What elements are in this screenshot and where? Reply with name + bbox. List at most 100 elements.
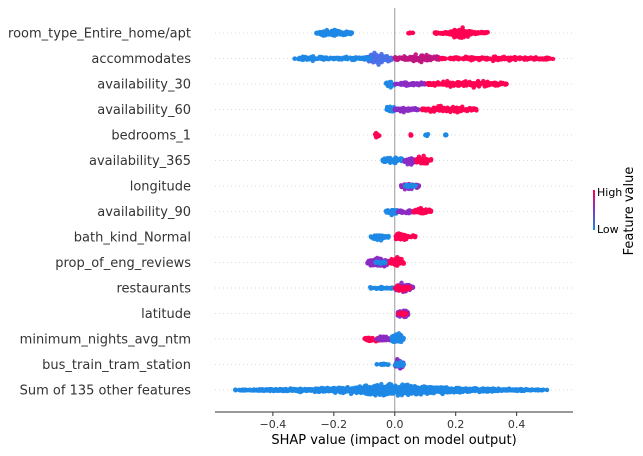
shap-point [471,107,477,112]
shap-point [426,390,431,395]
shap-point [384,107,389,112]
shap-point [455,56,460,62]
colorbar-low-label: Low [597,223,619,236]
shap-point [501,388,507,393]
shap-point [385,362,390,367]
shap-point [440,82,446,87]
shap-point [446,106,452,112]
shap-point [388,83,394,89]
shap-point [331,386,337,391]
shap-point [541,57,546,62]
shap-point [547,56,552,61]
shap-point [432,82,437,87]
shap-point [396,157,401,162]
shap-point [440,391,445,397]
shap-point [391,260,396,266]
shap-point [391,335,396,341]
shap-point [318,30,323,36]
colorbar-high-label: High [597,186,622,199]
x-tick-label: 0.2 [447,418,465,431]
shap-point [363,337,369,342]
shap-point [471,83,477,89]
shap-point [392,55,397,61]
x-tick-label: 0.4 [508,418,526,431]
shap-point [390,389,396,395]
shap-point [377,387,383,393]
shap-point [314,30,319,36]
shap-point [427,54,433,59]
shap-point [393,81,398,87]
shap-point [411,385,417,390]
shap-point [459,105,465,111]
shap-point [460,389,466,395]
shap-point [493,82,498,87]
shap-point [375,255,380,261]
shap-point [347,387,353,393]
shap-point [312,387,317,393]
shap-point [395,338,401,343]
feature-label: latitude [141,307,191,322]
shap-point [455,30,461,35]
shap-point [406,82,412,88]
shap-point [384,234,389,240]
shap-point [441,387,446,393]
colorbar-title: Feature value [622,167,637,256]
feature-label: room_type_Entire_home/apt [8,27,191,42]
shap-point [441,31,446,36]
feature-label: longitude [130,180,191,195]
shap-point [413,52,418,57]
shap-point [256,388,262,393]
feature-label: minimum_nights_avg_ntm [20,333,191,348]
shap-point [405,57,411,62]
shap-point [468,386,473,392]
shap-point [401,81,406,86]
shap-point [270,387,276,392]
shap-point [417,210,423,215]
feature-label: accommodates [91,52,191,67]
shap-point [400,261,406,266]
shap-point [387,79,393,85]
shap-point [478,387,484,393]
shap-point [357,55,362,60]
shap-point [409,106,414,111]
feature-label: availability_30 [97,78,191,93]
shap-point [395,391,401,396]
shap-point [440,56,445,61]
shap-point [434,56,439,61]
shap-point [469,31,475,36]
shap-point [409,55,414,60]
shap-point [419,389,425,394]
shap-point [487,56,492,61]
shap-point [395,236,401,241]
shap-point [381,393,386,398]
shap-point [509,56,515,62]
shap-point [395,107,401,112]
shap-point [455,387,460,392]
shap-point [399,393,405,398]
shap-point [375,58,381,63]
shap-point [304,388,310,393]
shap-point [463,108,468,113]
shap-point [467,106,472,111]
shap-point [399,256,404,262]
shap-point [381,58,386,63]
shap-point [371,53,376,58]
shap-point [407,157,412,162]
shap-point [514,388,520,394]
x-tick-label: 0.0 [386,418,404,431]
shap-point [391,160,397,165]
shap-point [451,29,457,35]
shap-point [437,82,442,87]
shap-point [319,388,324,393]
shap-point [370,335,375,341]
feature-label: prop_of_eng_reviews [55,256,191,271]
shap-point [452,108,457,114]
shap-point [500,81,505,87]
shap-point [379,381,384,387]
shap-point [375,134,380,139]
shap-point [421,153,426,159]
shap-point [400,312,406,318]
feature-label: bedrooms_1 [111,129,191,144]
shap-point [383,260,388,265]
shap-point [397,387,403,392]
